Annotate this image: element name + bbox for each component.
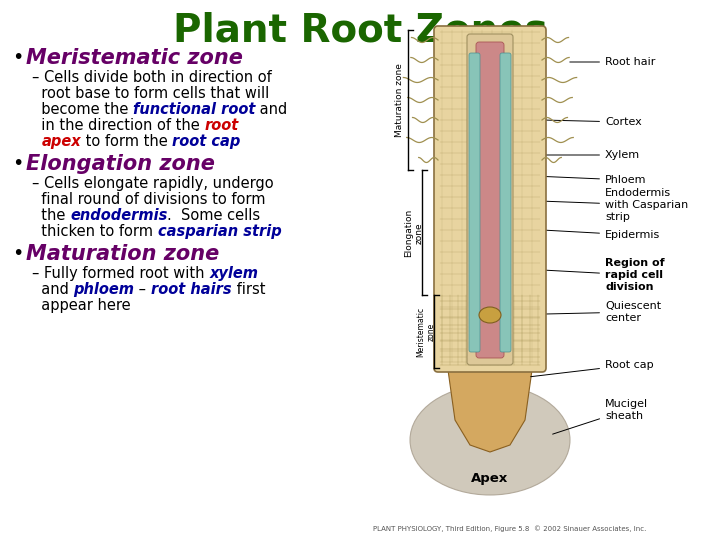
Text: and: and — [32, 282, 73, 297]
Text: Xylem: Xylem — [513, 150, 640, 160]
Text: endodermis: endodermis — [70, 208, 167, 223]
Text: Region of
rapid cell
division: Region of rapid cell division — [545, 259, 665, 292]
Text: first: first — [232, 282, 265, 297]
Text: – Fully formed root with: – Fully formed root with — [32, 266, 209, 281]
Text: Root hair: Root hair — [570, 57, 655, 67]
Polygon shape — [448, 362, 532, 452]
Text: appear here: appear here — [32, 298, 130, 313]
Text: and: and — [256, 102, 287, 117]
Text: functional root: functional root — [133, 102, 256, 117]
Text: Maturation zone: Maturation zone — [26, 244, 220, 264]
Text: root cap: root cap — [172, 134, 240, 149]
Text: Mucigel
sheath: Mucigel sheath — [553, 399, 648, 434]
Text: thicken to form: thicken to form — [32, 224, 158, 239]
Text: casparian strip: casparian strip — [158, 224, 282, 239]
FancyBboxPatch shape — [434, 26, 546, 372]
Text: .  Some cells: . Some cells — [167, 208, 261, 223]
Text: •: • — [12, 244, 23, 263]
Text: final round of divisions to form: final round of divisions to form — [32, 192, 266, 207]
Text: Elongation zone: Elongation zone — [26, 154, 215, 174]
Text: the: the — [32, 208, 70, 223]
FancyBboxPatch shape — [469, 53, 480, 352]
Text: to form the: to form the — [81, 134, 172, 149]
Text: –: – — [135, 282, 151, 297]
Text: Quiescent
center: Quiescent center — [505, 301, 661, 323]
FancyBboxPatch shape — [467, 34, 513, 365]
Text: Meristematic
zone: Meristematic zone — [416, 307, 436, 357]
Ellipse shape — [479, 307, 501, 323]
FancyBboxPatch shape — [500, 53, 511, 352]
Text: root base to form cells that will: root base to form cells that will — [32, 86, 269, 101]
Text: Phloem: Phloem — [513, 175, 647, 185]
Text: Plant Root Zones: Plant Root Zones — [173, 12, 547, 50]
Text: Maturation zone: Maturation zone — [395, 63, 405, 137]
Text: root: root — [204, 118, 238, 133]
FancyBboxPatch shape — [476, 42, 504, 358]
Text: Endodermis
with Casparian
strip: Endodermis with Casparian strip — [515, 188, 688, 221]
Ellipse shape — [410, 385, 570, 495]
Text: Root cap: Root cap — [531, 360, 654, 377]
Text: apex: apex — [41, 134, 81, 149]
Text: Cortex: Cortex — [545, 117, 642, 127]
Text: Meristematic zone: Meristematic zone — [26, 48, 243, 68]
Text: in the direction of the: in the direction of the — [32, 118, 204, 133]
Text: Elongation
zone: Elongation zone — [405, 209, 423, 257]
Text: – Cells divide both in direction of: – Cells divide both in direction of — [32, 70, 271, 85]
Text: – Cells elongate rapidly, undergo: – Cells elongate rapidly, undergo — [32, 176, 274, 191]
Text: xylem: xylem — [209, 266, 258, 281]
Text: root hairs: root hairs — [151, 282, 232, 297]
Text: Epidermis: Epidermis — [545, 230, 660, 240]
Text: •: • — [12, 48, 23, 67]
Text: become the: become the — [32, 102, 133, 117]
Text: •: • — [12, 154, 23, 173]
Text: phloem: phloem — [73, 282, 135, 297]
Text: Apex: Apex — [472, 472, 508, 485]
Text: PLANT PHYSIOLOGY, Third Edition, Figure 5.8  © 2002 Sinauer Associates, Inc.: PLANT PHYSIOLOGY, Third Edition, Figure … — [373, 525, 647, 532]
